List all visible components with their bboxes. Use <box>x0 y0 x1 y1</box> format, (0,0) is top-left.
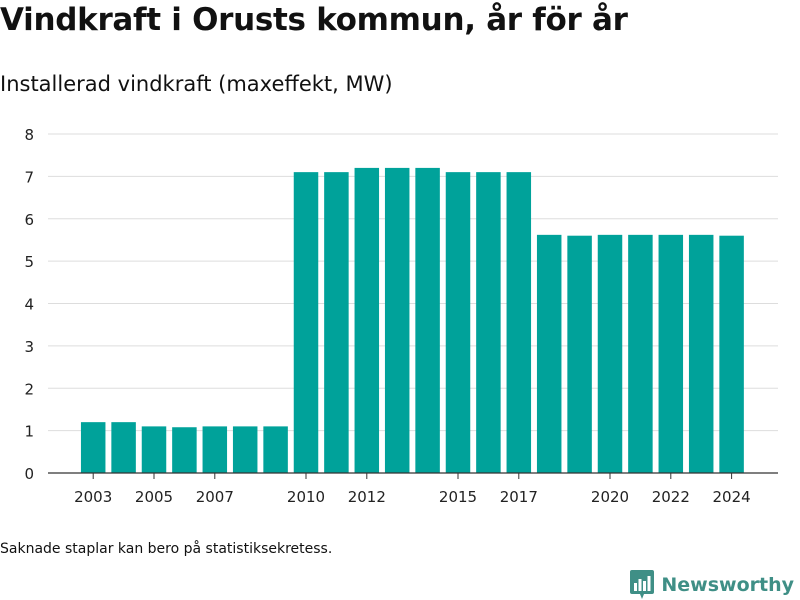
x-tick-label: 2022 <box>652 488 690 506</box>
bar <box>202 426 228 473</box>
bar <box>141 426 167 473</box>
y-tick-label: 2 <box>24 380 34 398</box>
y-tick-label: 7 <box>24 168 34 186</box>
y-tick-label: 3 <box>24 338 34 356</box>
bar <box>567 235 592 473</box>
y-tick-label: 6 <box>24 211 34 229</box>
x-tick-label: 2007 <box>196 488 234 506</box>
bar <box>476 172 501 473</box>
bar-chart-logo-icon <box>630 570 655 599</box>
y-tick-label: 4 <box>24 296 34 314</box>
bar <box>324 172 349 473</box>
x-tick-label: 2005 <box>135 488 173 506</box>
brand-name: Newsworthy <box>661 574 794 596</box>
chart-subtitle: Installerad vindkraft (maxeffekt, MW) <box>0 72 393 96</box>
bar <box>111 422 136 473</box>
y-tick-label: 5 <box>24 253 34 271</box>
bar <box>263 426 288 473</box>
x-tick-label: 2010 <box>287 488 325 506</box>
bar <box>384 167 410 473</box>
x-tick-label: 2020 <box>591 488 629 506</box>
y-tick-label: 0 <box>24 465 34 483</box>
bar <box>80 422 106 473</box>
x-tick-label: 2012 <box>348 488 386 506</box>
bar <box>506 172 532 473</box>
bar <box>232 426 258 473</box>
axes: 0 1 2 3 4 5 6 7 8 2003 2005 2007 2010 2012 2015 2017 202… <box>24 126 778 506</box>
chart-title: Vindkraft i Orusts kommun, år för år <box>0 2 628 38</box>
bar <box>445 172 471 473</box>
bar <box>415 167 440 473</box>
x-tick-label: 2017 <box>500 488 538 506</box>
footnote: Saknade staplar kan bero på statistiksek… <box>0 541 333 557</box>
brand-logo[interactable]: Newsworthy <box>630 570 794 600</box>
y-tick-label: 8 <box>24 126 34 144</box>
x-tick-label: 2024 <box>713 488 751 506</box>
bars <box>80 167 744 473</box>
bar <box>172 427 197 473</box>
bar <box>536 234 562 473</box>
bar <box>628 234 653 473</box>
bar <box>688 234 714 473</box>
bar <box>658 234 684 473</box>
bar <box>597 234 623 473</box>
x-tick-label: 2003 <box>74 488 112 506</box>
x-tick-label: 2015 <box>439 488 477 506</box>
y-tick-label: 1 <box>24 423 34 441</box>
gridlines <box>48 133 778 432</box>
bar <box>293 172 319 473</box>
bar <box>354 167 380 473</box>
bar <box>719 235 744 473</box>
